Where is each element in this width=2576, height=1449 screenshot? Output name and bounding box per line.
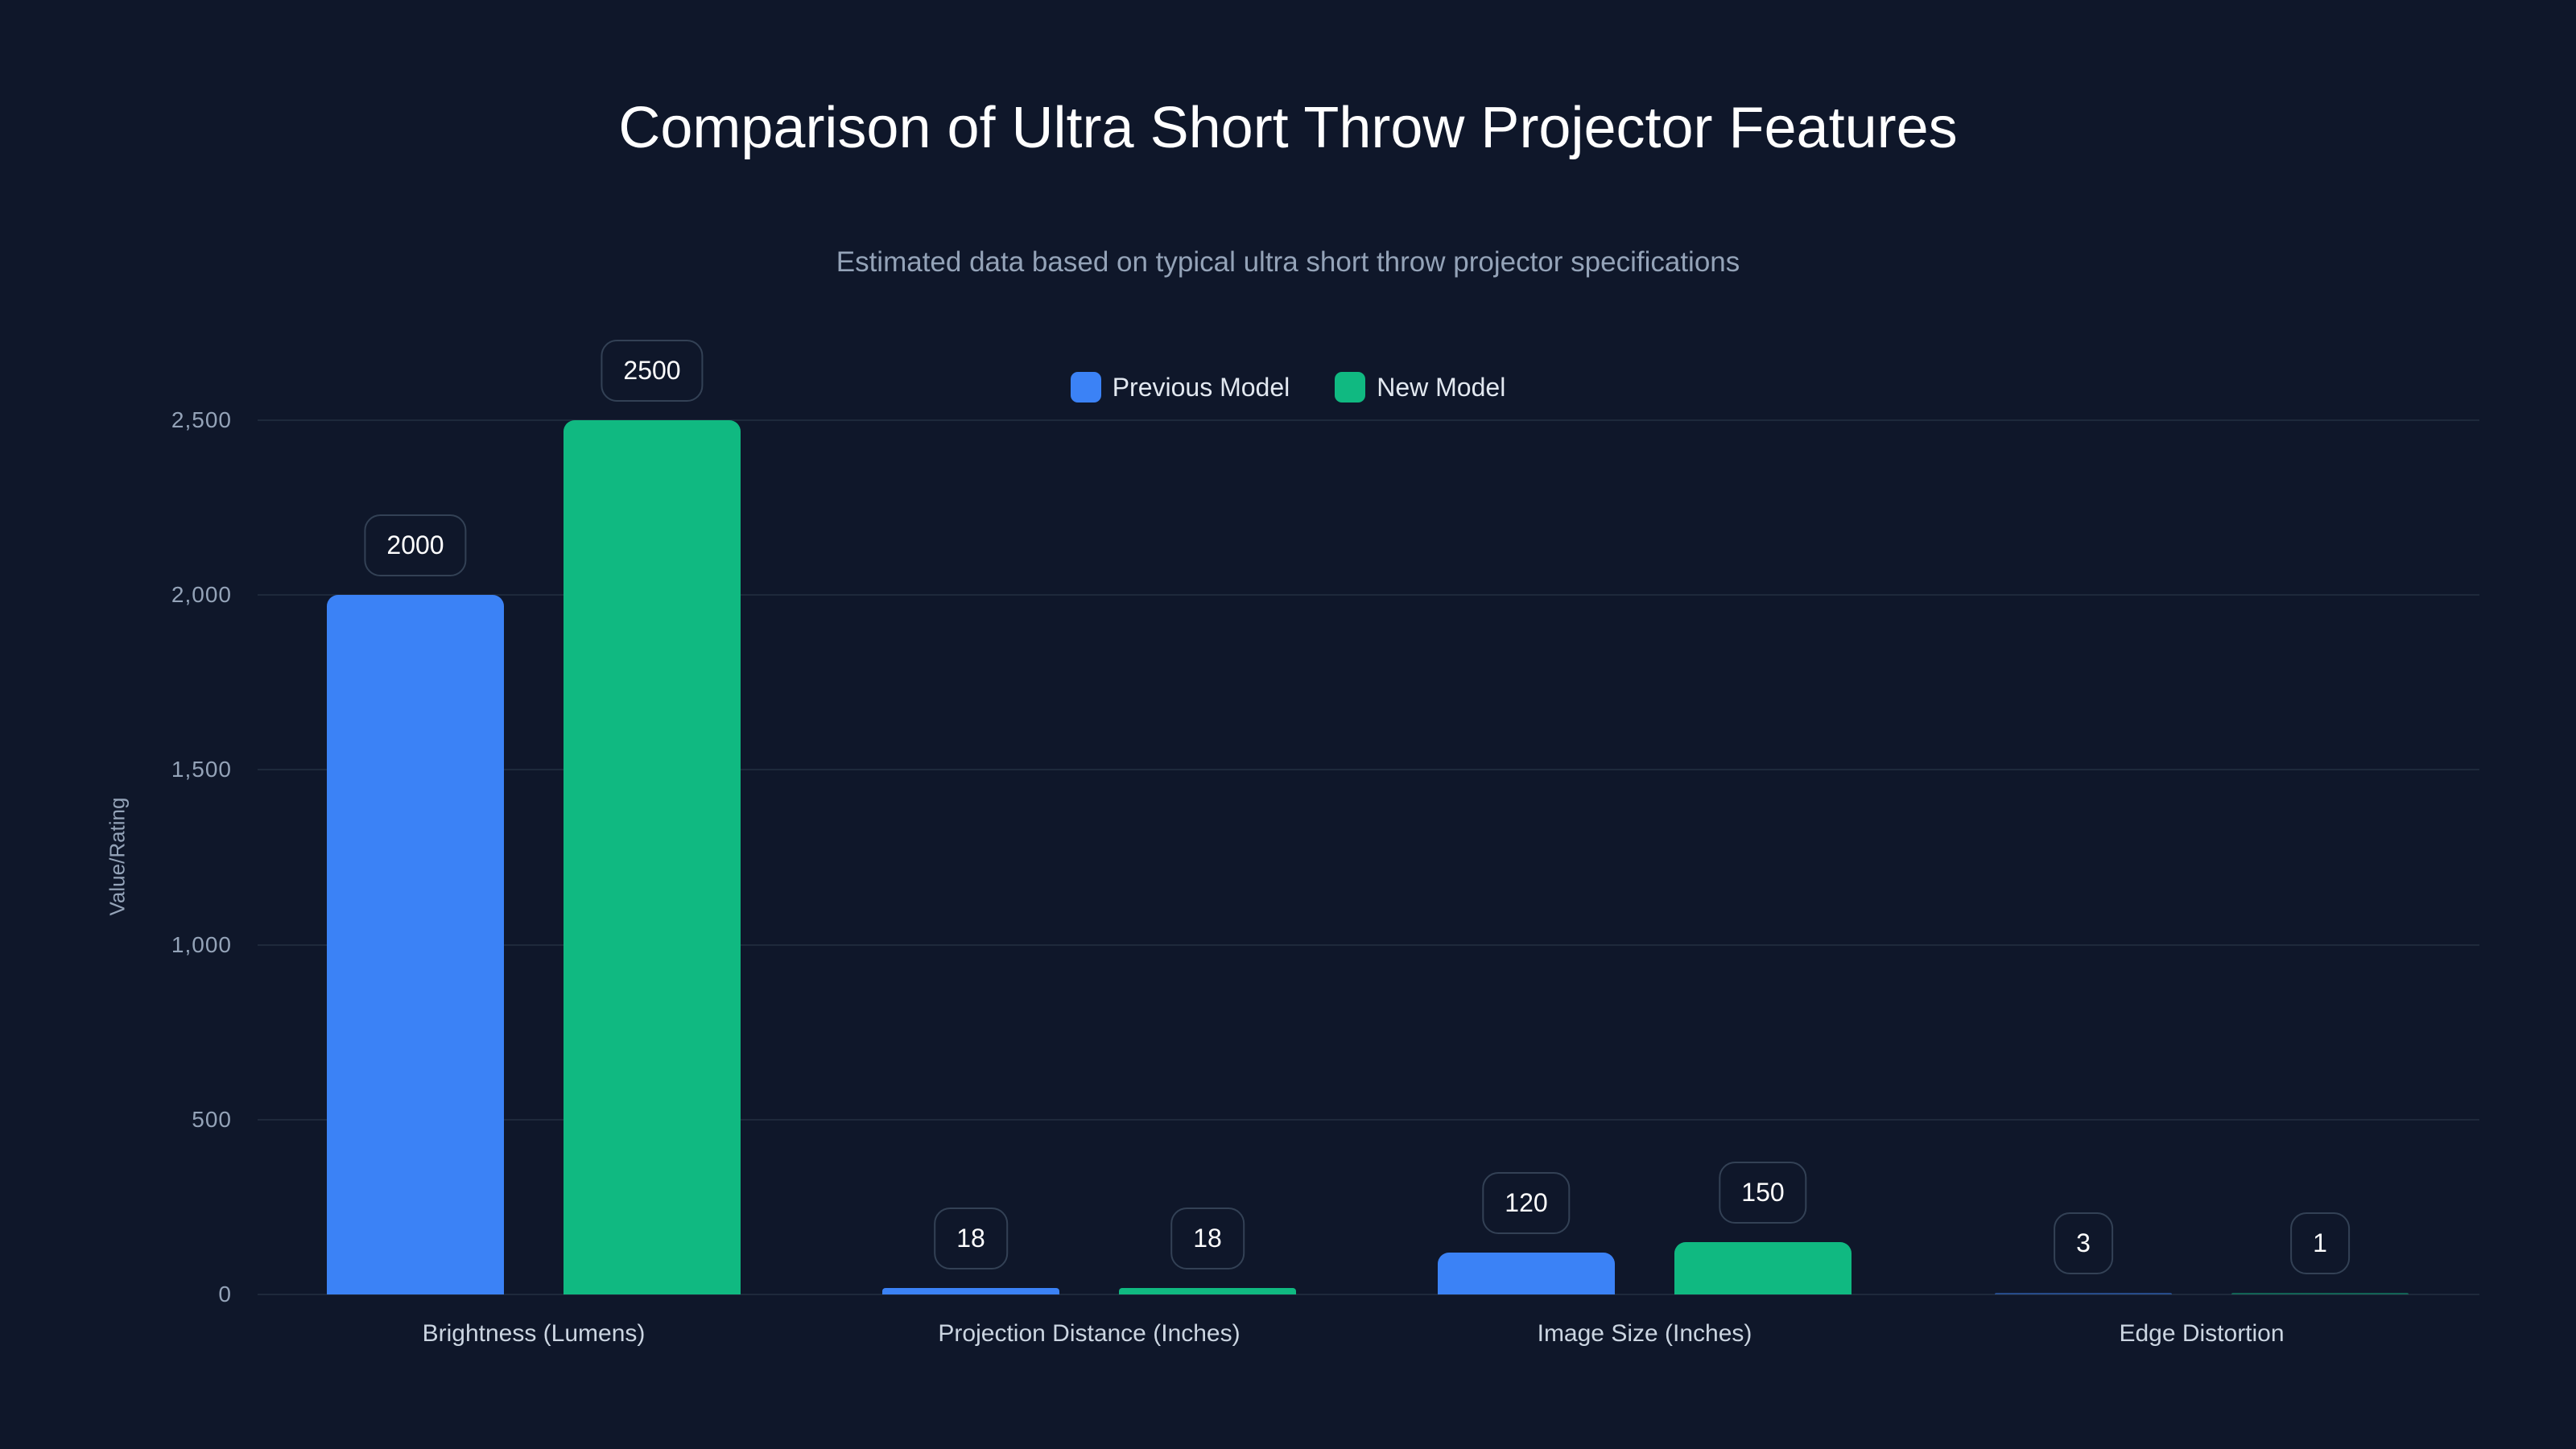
y-tick-label: 0: [218, 1282, 232, 1307]
x-category-label: Brightness (Lumens): [422, 1320, 646, 1347]
bar-new-1[interactable]: [1119, 1288, 1296, 1294]
value-label: 18: [1170, 1208, 1245, 1270]
gridline: [258, 1118, 2479, 1121]
gridline: [258, 419, 2479, 421]
y-tick-label: 1,500: [171, 757, 232, 782]
legend-swatch-new: [1335, 372, 1366, 402]
value-label: 3: [2054, 1212, 2113, 1274]
x-category-label: Edge Distortion: [2119, 1320, 2285, 1347]
gridline: [258, 769, 2479, 771]
bar-new-0[interactable]: [564, 420, 741, 1294]
legend-swatch-previous: [1070, 372, 1101, 402]
bar-new-3[interactable]: [2231, 1293, 2409, 1294]
y-axis-label: Value/Rating: [105, 797, 130, 916]
y-tick-label: 2,000: [171, 582, 232, 608]
y-tick-label: 2,500: [171, 407, 232, 432]
gridline: [258, 943, 2479, 946]
x-category-label: Projection Distance (Inches): [938, 1320, 1241, 1347]
bar-previous-1[interactable]: [882, 1288, 1059, 1294]
x-category-label: Image Size (Inches): [1537, 1320, 1752, 1347]
bar-previous-3[interactable]: [1995, 1293, 2172, 1294]
value-label: 2500: [601, 340, 704, 402]
bar-new-2[interactable]: [1674, 1241, 1852, 1294]
value-label: 150: [1719, 1161, 1807, 1224]
y-tick-label: 500: [192, 1106, 232, 1132]
chart-title: Comparison of Ultra Short Throw Projecto…: [618, 96, 1958, 160]
value-label: 2000: [364, 514, 467, 577]
value-label: 18: [934, 1208, 1008, 1270]
value-label: 120: [1482, 1171, 1571, 1234]
legend-label-new: New Model: [1377, 372, 1506, 402]
bar-previous-0[interactable]: [327, 595, 504, 1294]
y-tick-label: 1,000: [171, 931, 232, 957]
legend-label-previous: Previous Model: [1112, 372, 1290, 402]
gridline: [258, 1294, 2479, 1295]
legend-item-previous-model[interactable]: Previous Model: [1070, 372, 1290, 402]
legend-item-new-model[interactable]: New Model: [1335, 372, 1505, 402]
value-label: 1: [2290, 1212, 2350, 1274]
chart-subtitle: Estimated data based on typical ultra sh…: [836, 246, 1740, 278]
legend: Previous Model New Model: [0, 372, 2576, 402]
gridline: [258, 594, 2479, 597]
bar-previous-2[interactable]: [1438, 1252, 1615, 1294]
